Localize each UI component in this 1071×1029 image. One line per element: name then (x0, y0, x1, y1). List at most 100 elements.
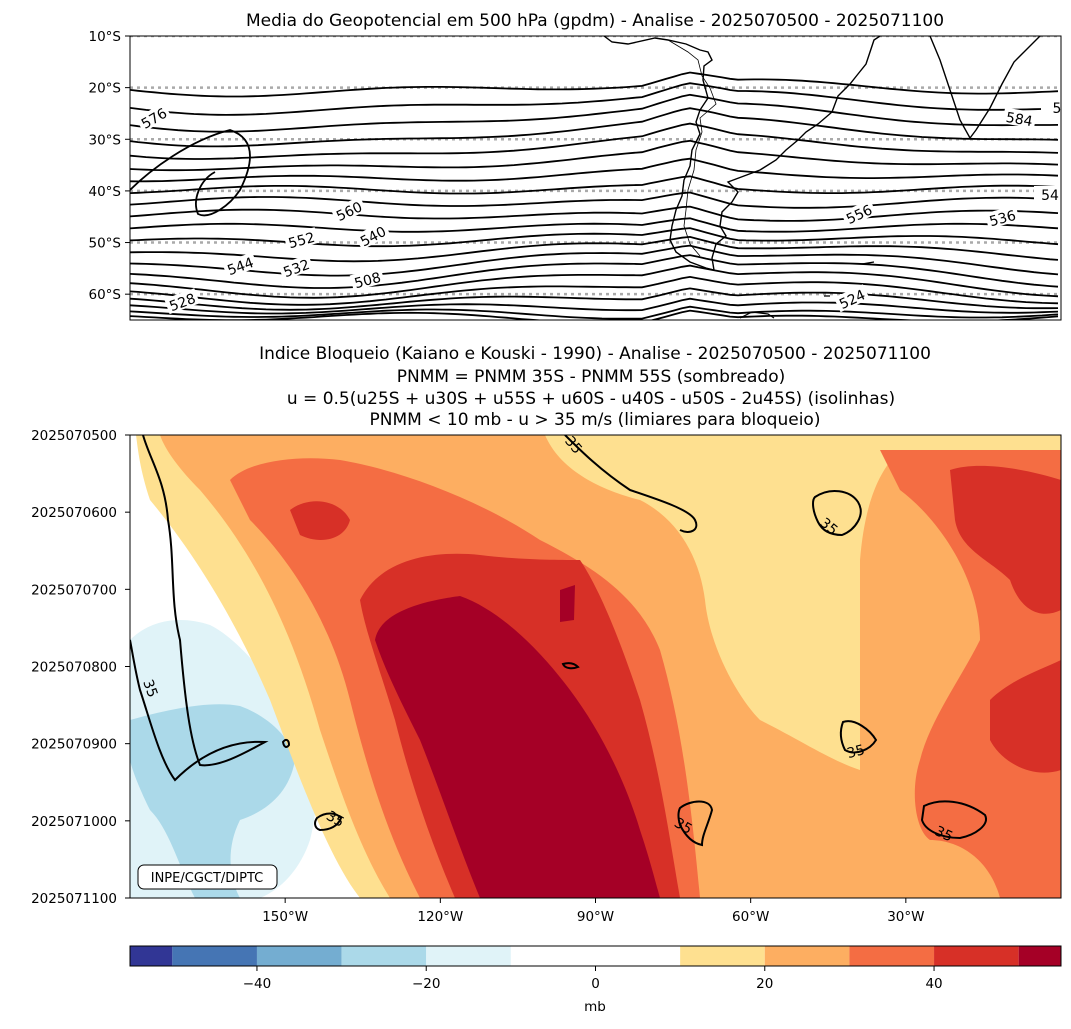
colorbar-swatch-4 (426, 946, 511, 966)
credit-box: INPE/CGCT/DIPTC (137, 864, 278, 890)
geopotential-contour-18 (130, 297, 1059, 315)
colorbar-tick-label-4: 40 (925, 976, 942, 992)
bottom-y-axis: 2025070500 2025070600 2025070700 2025070800… (31, 428, 130, 907)
contour-label-bg-1 (1002, 107, 1037, 129)
bottom-x-axis: 150°W 120°W 90°W 60°W 30°W (262, 898, 924, 925)
contour-label-bg-11 (984, 205, 1020, 229)
geopotential-contour-1 (130, 82, 1059, 116)
top-chart-title: Media do Geopotencial em 500 hPa (gpdm) … (246, 11, 944, 31)
shade-above-50 (375, 585, 660, 898)
geopotential-contour-14 (130, 254, 1059, 289)
top-ytick-label-4: 50°S (89, 236, 122, 252)
top-ytick-label-1: 20°S (89, 81, 122, 97)
colorbar-swatch-7 (764, 946, 850, 966)
bottom-title-line-2: PNMM = PNMM 35S - PNMM 55S (sombreado) (397, 367, 786, 387)
colorbar-swatch-3 (341, 946, 427, 966)
top-ytick-label-2: 30°S (89, 132, 122, 148)
colorbar-tick-label-3: 20 (756, 976, 773, 992)
contour-label-bg-6 (222, 252, 258, 279)
geopotential-contour-2 (130, 93, 1059, 133)
contour-label-bg-8 (349, 267, 385, 291)
isoline-label-35-c: 35 (139, 678, 160, 700)
top-ytick-label-5: 60°S (89, 287, 122, 303)
colorbar-swatch-1 (172, 946, 257, 966)
colorbar-swatch-10 (1018, 946, 1061, 966)
bottom-ytick-label-5: 2025071000 (31, 814, 117, 830)
geopotential-contour-6 (130, 157, 1059, 183)
top-ytick-label-3: 40°S (89, 184, 122, 200)
africa-coastline (929, 36, 1041, 140)
geopotential-contour-7 (130, 175, 1059, 195)
colorbar-tick-label-0: −40 (243, 976, 272, 992)
geopotential-contour-16 (130, 275, 1059, 306)
isoline-label-35-g: 35 (932, 823, 955, 845)
bottom-xtick-label-4: 30°W (887, 909, 924, 925)
colorbar-swatch-8 (849, 946, 935, 966)
shade-minus-20-to-minus-10 (130, 704, 295, 898)
colorbar-swatch-0 (130, 946, 173, 966)
geopotential-contour-20 (130, 309, 1059, 320)
contour-label-bg-0 (135, 102, 172, 133)
south-america-coastline (603, 36, 881, 271)
contour-label-bg-7 (278, 254, 314, 281)
contour-label-12: 54 (1041, 188, 1059, 204)
bottom-xtick-label-1: 120°W (417, 909, 463, 925)
geopotential-contour-8 (130, 191, 1059, 209)
geopotential-contour-4 (130, 122, 1059, 160)
top-y-axis: 10°S 20°S 30°S 40°S 50°S 60°S (89, 29, 130, 303)
islands (739, 261, 875, 319)
colorbar-swatch-5 (510, 946, 681, 966)
bottom-ytick-label-3: 2025070800 (31, 660, 117, 676)
geopotential-contour-0 (130, 71, 1059, 98)
bottom-xtick-label-0: 150°W (262, 909, 308, 925)
geopotential-contour-5 (130, 139, 1059, 172)
geopotential-contour-10 (130, 217, 1059, 233)
bottom-title-line-4: PNMM < 10 mb - u > 35 m/s (limiares para… (370, 410, 821, 430)
isoline-label-35-e: 35 (323, 808, 346, 831)
contour-label-1: 584 (1005, 110, 1034, 130)
geopotential-contour-11 (130, 227, 1059, 248)
geopotential-contour-9 (130, 205, 1059, 222)
contour-label-11: 536 (988, 208, 1018, 230)
bottom-ytick-label-6: 2025071100 (31, 891, 117, 907)
colorbar-tick-label-1: −20 (412, 976, 441, 992)
geopotential-contour-15 (130, 264, 1059, 299)
colorbar-label: mb (584, 999, 606, 1015)
colorbar (129, 945, 1062, 967)
geopotential-contour-19 (130, 305, 1059, 320)
bottom-xtick-label-2: 90°W (577, 909, 614, 925)
contour-label-bg-10 (840, 199, 877, 228)
contour-label-bg-9 (164, 288, 200, 315)
bottom-title-line-1: Indice Bloqueio (Kaiano e Kouski - 1990)… (259, 344, 931, 364)
bottom-chart-title: Indice Bloqueio (Kaiano e Kouski - 1990)… (259, 344, 931, 430)
wind-35-isolines (130, 435, 987, 847)
bottom-ytick-label-0: 2025070500 (31, 428, 117, 444)
contour-label-8: 508 (353, 270, 383, 292)
top-ytick-label-0: 10°S (89, 29, 122, 45)
top-axes-frame (129, 35, 1062, 321)
contour-label-bg-12 (1034, 186, 1061, 202)
geopotential-contour-3 (130, 107, 1059, 148)
colorbar-swatch-2 (256, 946, 342, 966)
bottom-ytick-label-1: 2025070600 (31, 505, 117, 521)
contour-label-2: 5 (1053, 101, 1062, 117)
contour-label-bg-3 (330, 196, 367, 225)
bottom-ytick-label-4: 2025070900 (31, 737, 117, 753)
contour-label-bg-5 (354, 220, 391, 250)
andes-border (667, 39, 717, 257)
isoline-label-35-d: 35 (845, 742, 866, 762)
geopotential-cutoff-contour (130, 129, 251, 217)
geopotential-contour-17 (130, 287, 1059, 311)
bottom-title-line-3: u = 0.5(u25S + u30S + u55S + u60S - u40S… (287, 389, 895, 409)
credit-text: INPE/CGCT/DIPTC (151, 871, 263, 886)
bottom-ytick-label-2: 2025070700 (31, 582, 117, 598)
colorbar-swatch-9 (934, 946, 1019, 966)
isoline-label-35-f: 35 (671, 815, 694, 838)
bottom-xtick-label-3: 60°W (732, 909, 769, 925)
colorbar-tick-label-2: 0 (591, 976, 600, 992)
colorbar-swatch-6 (680, 946, 765, 966)
contour-label-4: 552 (287, 230, 317, 252)
